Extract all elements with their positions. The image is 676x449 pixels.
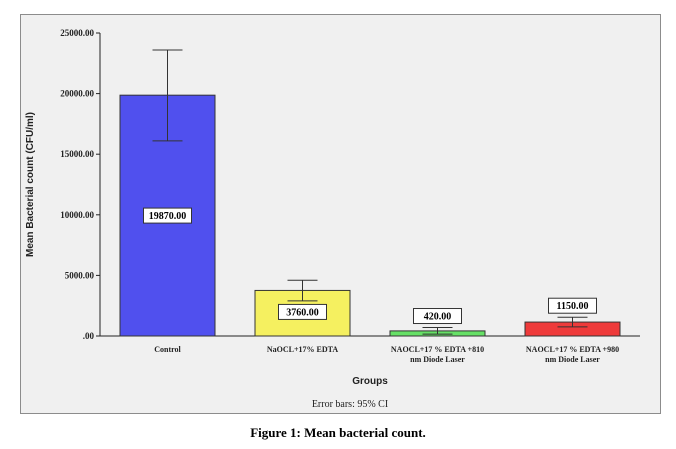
value-labels: 19870.00 3760.00 420.00 1150.00 [143,207,597,325]
value-label-box [413,308,462,325]
category-label-line: nm Diode Laser [410,355,465,364]
y-tick-label: 5000.00 [65,270,95,280]
y-tick-label: 10000.00 [60,210,94,220]
y-tick-label: 15000.00 [60,149,94,159]
value-label-box [143,207,192,224]
category-label-line: Control [154,345,181,354]
category-label-line: NaOCL+17% EDTA [267,345,339,354]
value-label: 3760.00 [286,307,319,318]
x-axis-title: Groups [352,376,388,387]
value-label-box [548,297,597,314]
figure-caption: Figure 1: Mean bacterial count. [250,425,426,440]
category-label-line: NAOCL+17 % EDTA +980 [526,345,619,354]
category-label: NAOCL+17 % EDTA +810 nm Diode Laser [391,345,484,364]
y-tick-label: 20000.00 [60,89,94,99]
category-label: NAOCL+17 % EDTA +980 nm Diode Laser [526,345,619,364]
value-label: 19870.00 [149,211,187,222]
bars [119,94,621,337]
error-bars [152,49,588,335]
error-bars-note: Error bars: 95% CI [312,399,388,410]
y-tick-label: .00 [83,331,95,341]
category-label: Control [154,345,181,354]
bar-chart: .00 5000.00 10000.00 15000.00 20000.00 25000.… [25,28,640,410]
value-label: 1150.00 [557,301,589,312]
y-axis-title: Mean Bacterial count (CFU/ml) [25,112,36,257]
value-label: 420.00 [424,312,452,323]
category-label-line: nm Diode Laser [545,355,600,364]
y-tick-label: 25000.00 [60,28,94,38]
category-label-line: NAOCL+17 % EDTA +810 [391,345,484,354]
category-label: NaOCL+17% EDTA [267,345,339,354]
value-label-box [278,303,327,320]
